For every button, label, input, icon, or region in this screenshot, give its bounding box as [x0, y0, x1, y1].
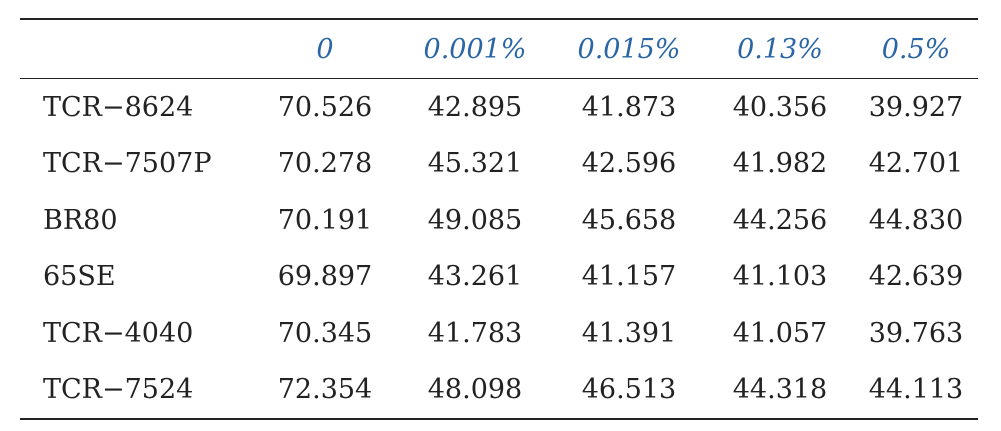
value-cell: 42.895 [427, 91, 523, 123]
value-cell: 39.927 [868, 91, 964, 123]
value-cell: 46.513 [581, 374, 677, 406]
value-cell: 39.763 [868, 317, 964, 349]
table-header-rule [20, 78, 978, 79]
value-cell: 41.873 [581, 91, 677, 123]
value-cell: 70.526 [277, 91, 373, 123]
value-cell: 41.391 [581, 317, 677, 349]
table-row: TCR−8624 70.526 42.895 41.873 40.356 39.927 [20, 79, 978, 136]
table-row: BR80 70.191 49.085 45.658 44.256 44.830 [20, 192, 978, 249]
value-cell: 49.085 [427, 204, 523, 236]
table-row: TCR−7524 72.354 48.098 46.513 44.318 44.113 [20, 362, 978, 419]
value-cell: 44.318 [732, 374, 828, 406]
header-cell-label [20, 20, 252, 78]
header-cell: 0.5% [881, 33, 951, 65]
table-bottom-rule [20, 418, 978, 420]
row-label-cell: TCR−4040 [43, 317, 194, 349]
data-table: 0 0.001% 0.015% 0.13% 0.5% [20, 20, 978, 78]
header-cell: 0.13% [737, 33, 823, 65]
value-cell: 41.982 [732, 148, 828, 180]
value-cell: 45.321 [427, 148, 523, 180]
value-cell: 70.278 [277, 148, 373, 180]
value-cell: 72.354 [277, 374, 373, 406]
table-row: TCR−7507P 70.278 45.321 42.596 41.982 42.701 [20, 136, 978, 193]
value-cell: 42.596 [581, 148, 677, 180]
value-cell: 44.113 [868, 374, 964, 406]
value-cell: 69.897 [277, 261, 373, 293]
value-cell: 70.191 [277, 204, 373, 236]
header-cell: 0.015% [577, 33, 681, 65]
value-cell: 41.103 [732, 261, 828, 293]
value-cell: 40.356 [732, 91, 828, 123]
table-row: TCR−4040 70.345 41.783 41.391 41.057 39.763 [20, 305, 978, 362]
table-top-rule [20, 18, 978, 20]
data-table-container: 0 0.001% 0.015% 0.13% 0.5% TCR−8624 70.52… [20, 18, 978, 420]
value-cell: 41.783 [427, 317, 523, 349]
value-cell: 41.057 [732, 317, 828, 349]
row-label-cell: 65SE [43, 261, 116, 293]
value-cell: 48.098 [427, 374, 523, 406]
data-table-body: TCR−8624 70.526 42.895 41.873 40.356 39.927 TC… [20, 79, 978, 418]
value-cell: 45.658 [581, 204, 677, 236]
value-cell: 42.639 [868, 261, 964, 293]
value-cell: 44.830 [868, 204, 964, 236]
header-cell: 0 [316, 33, 334, 65]
row-label-cell: TCR−7507P [43, 148, 212, 180]
table-header: 0 0.001% 0.015% 0.13% 0.5% [20, 20, 978, 78]
value-cell: 42.701 [868, 148, 964, 180]
value-cell: 44.256 [732, 204, 828, 236]
value-cell: 41.157 [581, 261, 677, 293]
row-label-cell: TCR−7524 [43, 374, 194, 406]
row-label-cell: BR80 [43, 204, 118, 236]
value-cell: 70.345 [277, 317, 373, 349]
row-label-cell: TCR−8624 [43, 91, 194, 123]
table-row: 65SE 69.897 43.261 41.157 41.103 42.639 [20, 249, 978, 306]
value-cell: 43.261 [427, 261, 523, 293]
header-row: 0 0.001% 0.015% 0.13% 0.5% [20, 20, 978, 78]
table-body: TCR−8624 70.526 42.895 41.873 40.356 39.927 TC… [20, 79, 978, 418]
header-cell: 0.001% [423, 33, 527, 65]
